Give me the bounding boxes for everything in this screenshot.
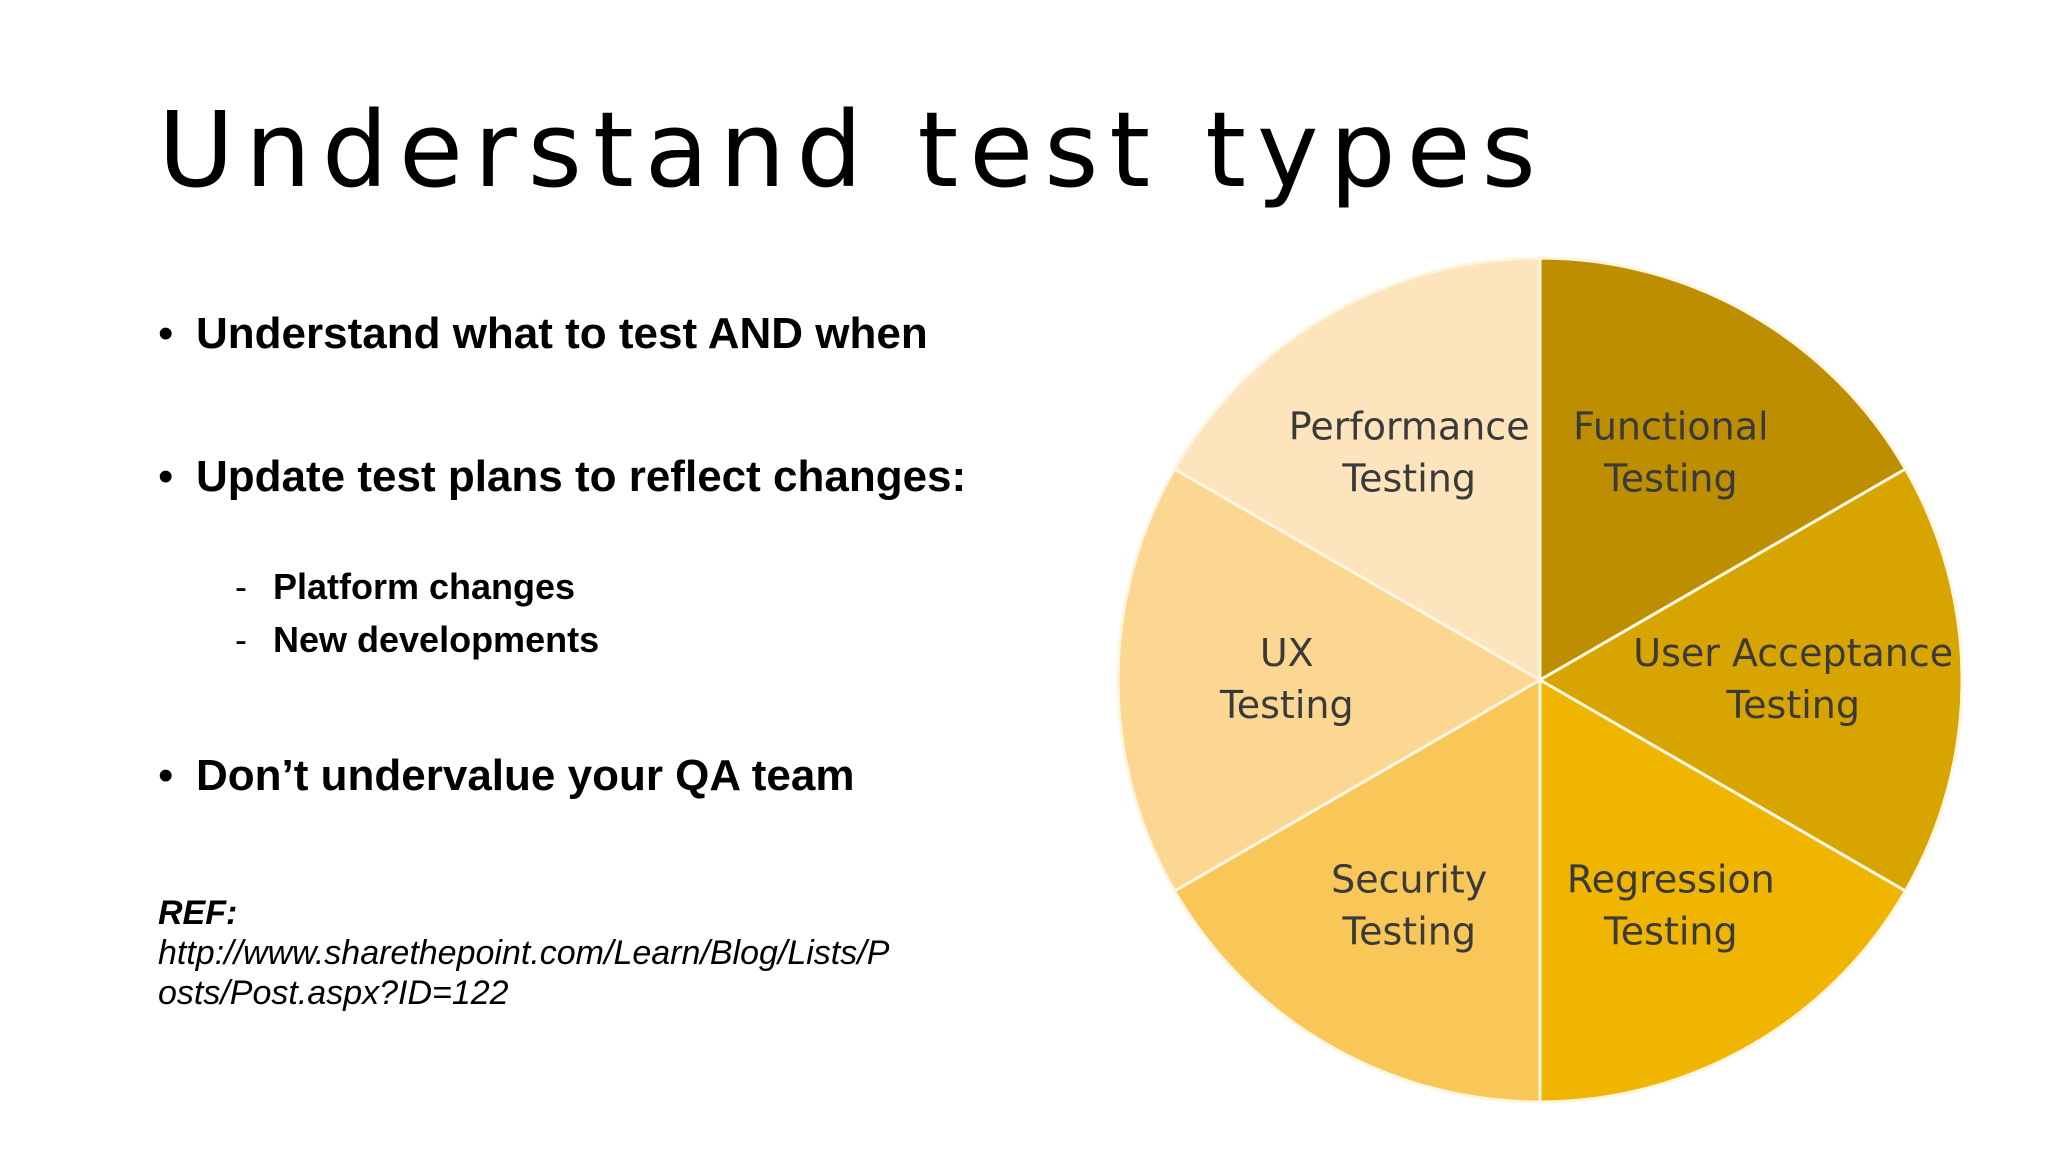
bullet-text: Understand what to test AND when — [196, 309, 928, 358]
wheel-segment — [1172, 677, 1542, 1104]
wheel-segment — [1538, 256, 1908, 683]
wheel-segment-label: UX Testing — [1219, 631, 1354, 727]
sub-bullet-item: - Platform changes — [235, 569, 575, 605]
sub-bullet-text: New developments — [273, 619, 600, 660]
wheel-segment-label: Functional Testing — [1573, 404, 1768, 500]
bullet-marker: • — [158, 751, 174, 800]
wheel-segment — [1536, 466, 1964, 894]
bullet-marker: • — [158, 452, 174, 501]
wheel-segment-label: Regression Testing — [1567, 858, 1775, 954]
bullet-item: • Don’t undervalue your QA team — [158, 754, 854, 798]
bullet-item: • Understand what to test AND when — [158, 312, 928, 356]
reference-block: REF: http://www.sharethepoint.com/Learn/… — [158, 893, 889, 1013]
sub-bullet-marker: - — [235, 566, 247, 607]
sub-bullet-text: Platform changes — [273, 566, 576, 607]
reference-url-line: osts/Post.aspx?ID=122 — [158, 974, 509, 1012]
wheel-segment — [1172, 256, 1542, 683]
wheel-segment-label: Performance Testing — [1289, 404, 1530, 500]
wheel-segment — [1538, 677, 1908, 1104]
bullet-marker: • — [158, 309, 174, 358]
bullet-item: • Update test plans to reflect changes: — [158, 455, 966, 499]
wheel-segment-label: User Acceptance Testing — [1633, 631, 1953, 727]
slide-title: Understand test types — [158, 89, 1547, 211]
reference-url-line: http://www.sharethepoint.com/Learn/Blog/… — [158, 934, 890, 972]
bullet-text: Don’t undervalue your QA team — [196, 751, 855, 800]
test-types-wheel: Functional Testing User Acceptance Testing R… — [1116, 256, 1964, 1104]
wheel-segment — [1116, 466, 1543, 894]
wheel-segment-label: Security Testing — [1331, 858, 1487, 954]
sub-bullet-item: - New developments — [235, 622, 599, 658]
bullet-text: Update test plans to reflect changes: — [196, 452, 967, 501]
reference-label: REF: — [158, 894, 238, 932]
sub-bullet-marker: - — [235, 619, 247, 660]
